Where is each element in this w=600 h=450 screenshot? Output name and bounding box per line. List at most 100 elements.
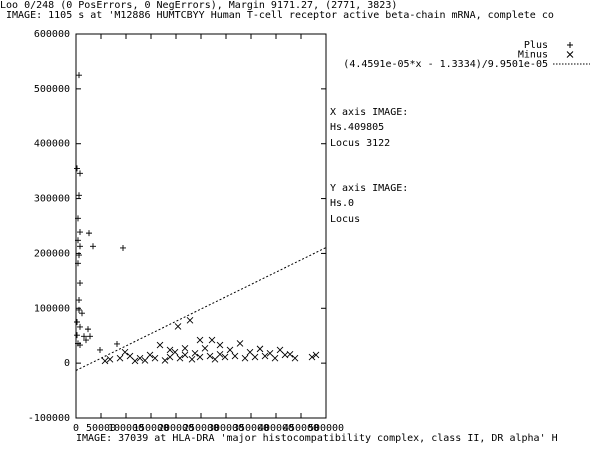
chart-title: Loo 0/248 (0 PosErrors, 0 NegErrors), Ma… — [0, 0, 397, 11]
point — [97, 346, 103, 353]
x-tick-label: 300000 — [208, 423, 244, 434]
y-tick-label: 600000 — [34, 29, 70, 40]
point — [120, 244, 126, 251]
legend-label: (4.4591e-05*x - 1.3334)/9.9501e-05 — [343, 59, 548, 70]
point — [186, 317, 194, 324]
point — [191, 349, 199, 357]
point — [141, 357, 149, 364]
point — [221, 353, 229, 361]
point — [76, 72, 82, 79]
point — [85, 326, 91, 333]
point — [75, 215, 81, 222]
y-tick-label: -100000 — [28, 413, 70, 424]
point — [114, 340, 120, 347]
point — [74, 165, 80, 172]
point — [81, 333, 87, 340]
annotation: X axis IMAGE: — [330, 107, 408, 118]
point — [176, 354, 184, 362]
x-tick-label: 200000 — [158, 423, 194, 434]
x-tick-label: 450000 — [283, 423, 319, 434]
plot-frame — [75, 33, 327, 419]
point — [308, 353, 316, 361]
point — [136, 354, 144, 362]
point — [75, 260, 81, 267]
point — [216, 351, 224, 358]
legend-marker — [567, 42, 573, 48]
point — [74, 332, 80, 339]
x-tick-label: 0 — [73, 423, 79, 434]
annotation: Locus 3122 — [330, 138, 390, 149]
point — [76, 192, 82, 199]
legend-marker — [566, 51, 574, 58]
y-tick-label: 400000 — [34, 139, 70, 150]
y-tick-label: 0 — [64, 358, 70, 369]
point — [77, 229, 83, 236]
point — [75, 237, 81, 244]
point — [181, 345, 189, 352]
y-axis-label: IMAGE: 1105 s at 'M12886 HUMTCBYY Human … — [6, 10, 554, 21]
y-tick-label: 100000 — [34, 303, 70, 314]
point — [181, 351, 189, 359]
legend-label: Minus — [518, 50, 548, 61]
point — [86, 230, 92, 237]
point — [74, 319, 80, 325]
point — [286, 351, 294, 358]
point — [161, 357, 169, 364]
point — [121, 348, 129, 356]
y-tick-label: 300000 — [34, 194, 70, 205]
point — [77, 170, 83, 177]
x-tick-label: 500000 — [308, 423, 344, 434]
point — [251, 353, 259, 361]
point — [131, 357, 139, 365]
point — [79, 310, 85, 317]
point — [77, 342, 83, 349]
point — [201, 345, 209, 352]
point — [90, 243, 96, 250]
point — [206, 352, 214, 360]
point — [188, 355, 196, 363]
point — [151, 354, 159, 362]
y-tick-label: 200000 — [34, 248, 70, 259]
point — [101, 357, 109, 365]
x-tick-label: 250000 — [183, 423, 219, 434]
point — [87, 333, 93, 340]
y-tick-label: 500000 — [34, 84, 70, 95]
point — [77, 243, 83, 250]
point — [116, 354, 124, 362]
annotation: Hs.409805 — [330, 122, 384, 133]
legend-label: Plus — [524, 40, 548, 51]
point — [76, 252, 82, 259]
x-tick-label: 100000 — [108, 423, 144, 434]
point — [208, 336, 216, 344]
point — [76, 297, 82, 304]
point — [226, 346, 234, 354]
point — [77, 323, 83, 330]
point — [312, 351, 320, 359]
point — [146, 351, 154, 359]
point — [271, 354, 279, 362]
x-tick-label: 50000 — [86, 423, 116, 434]
annotation: Locus — [330, 214, 360, 225]
point — [166, 346, 174, 354]
fit-line — [75, 247, 327, 371]
x-tick-label: 400000 — [258, 423, 294, 434]
x-axis-label: IMAGE: 37039 at HLA-DRA 'major histocomp… — [76, 433, 558, 444]
point — [236, 340, 244, 347]
point — [77, 280, 83, 287]
x-tick-label: 150000 — [133, 423, 169, 434]
point — [216, 341, 224, 349]
point — [76, 306, 82, 313]
point — [256, 345, 264, 353]
point — [106, 355, 114, 363]
point — [196, 353, 204, 361]
point — [291, 354, 299, 362]
point — [83, 337, 89, 344]
point — [156, 341, 164, 349]
point — [171, 348, 179, 356]
point — [196, 336, 204, 344]
annotation: Hs.0 — [330, 198, 354, 209]
point — [241, 354, 249, 362]
annotation: Y axis IMAGE: — [330, 183, 408, 194]
